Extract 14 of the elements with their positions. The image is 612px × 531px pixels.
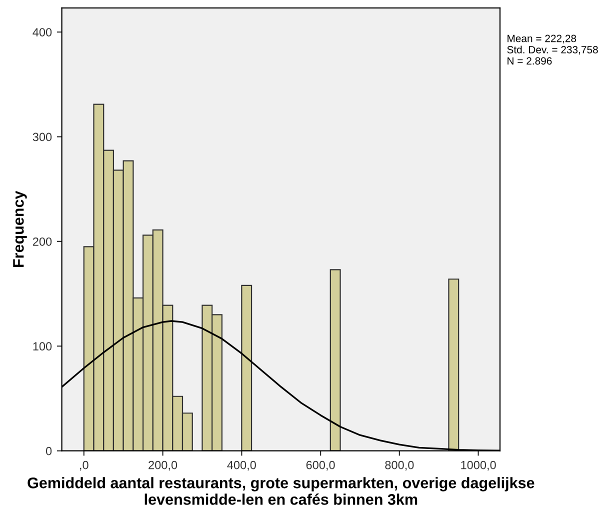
y-tick-label: 300 <box>32 132 52 142</box>
x-tick-label: 1000,0 <box>461 460 496 471</box>
x-tick-label: 400,0 <box>227 460 256 471</box>
y-tick-label: 400 <box>32 28 52 36</box>
x-tick-label: ,0 <box>80 460 88 471</box>
y-tick-label: 0 <box>46 446 52 456</box>
text: Mean = 222,28 Std. Dev. = 233,758 N = 2.896 <box>507 34 598 65</box>
x-tick-label: 200,0 <box>148 460 178 471</box>
y-axis-title: Frequency <box>13 190 27 267</box>
x-axis-title: Gemiddeld aantal restaurants, grote supermarkten, overige dagelijkse levensmidde-len en cafés binnen 3km <box>28 477 534 505</box>
x-tick-label: 600,0 <box>306 460 335 471</box>
y-tick-label: 100 <box>33 342 52 351</box>
y-tick-label: 200 <box>32 237 52 246</box>
x-tick-label: 800,0 <box>385 460 414 471</box>
